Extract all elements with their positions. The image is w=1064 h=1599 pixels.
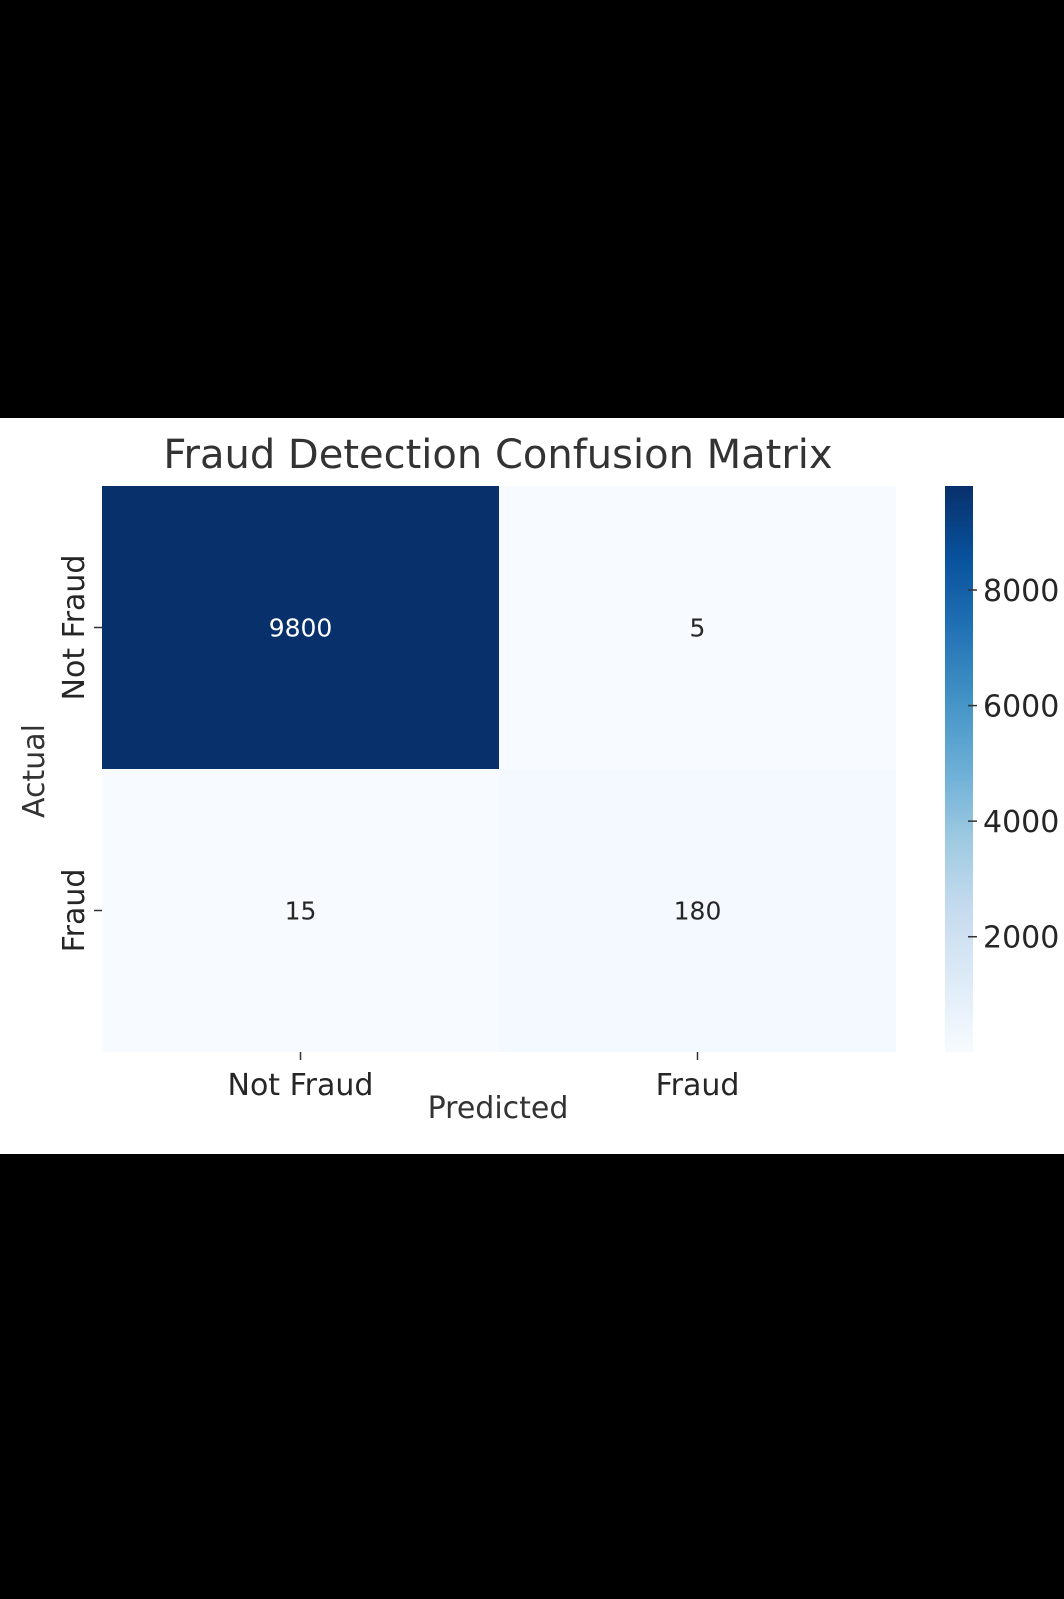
cell-value-label: 5 [690,614,706,643]
colorbar: 2000 4000 6000 8000 [945,486,1059,1052]
cell-value-label: 15 [285,897,317,926]
colorbar-gradient [945,486,973,1052]
y-tick-label: Not Fraud [57,555,92,701]
cell-value-label: 180 [674,897,722,926]
x-tick-label: Not Fraud [228,1068,374,1103]
colorbar-tick-label: 4000 [983,805,1059,840]
x-axis: Not Fraud Fraud [228,1052,740,1103]
chart-title: Fraud Detection Confusion Matrix [163,432,832,478]
heatmap-cells: 9800 5 15 180 [102,486,896,1052]
colorbar-tick-label: 8000 [983,574,1059,609]
heatmap-cell [499,769,896,1052]
chart-figure: Fraud Detection Confusion Matrix 9800 5 15… [0,418,1064,1154]
confusion-matrix-chart: Fraud Detection Confusion Matrix 9800 5 15… [17,432,1059,1126]
x-axis-label: Predicted [428,1091,569,1126]
y-tick-label: Fraud [57,869,92,953]
y-axis-label: Actual [17,724,52,818]
heatmap-cell [499,486,896,769]
colorbar-tick-label: 6000 [983,690,1059,725]
heatmap-cell [102,769,499,1052]
cell-value-label: 9800 [269,614,333,643]
x-tick-label: Fraud [656,1068,740,1103]
heatmap-cell [102,486,499,769]
colorbar-tick-label: 2000 [983,921,1059,956]
y-axis: Not Fraud Fraud [57,555,102,953]
